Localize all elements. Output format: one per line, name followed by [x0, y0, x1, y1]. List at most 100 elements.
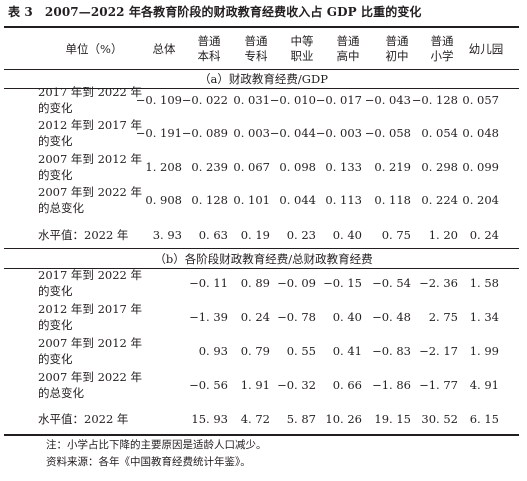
header-col-line: 本科	[197, 49, 221, 63]
table-cell: 1. 34	[469, 310, 499, 324]
header-col-2: 普通 专科	[232, 34, 280, 64]
row-label: 2007 年到 2022 年	[38, 185, 142, 199]
table-cell: 0. 113	[325, 193, 362, 207]
table-cell: 0. 41	[332, 344, 362, 358]
table-cell: −0. 83	[372, 344, 411, 358]
row-label: 2007 年到 2012 年	[38, 152, 142, 166]
table-cell: 0. 118	[374, 193, 411, 207]
table-cell: 0. 93	[198, 344, 228, 358]
table-cell: 0. 031	[233, 93, 270, 107]
table-cell: −1. 77	[419, 378, 458, 392]
table-cell: −0. 191	[135, 126, 182, 140]
table-cell: 1. 91	[240, 378, 270, 392]
header-col-line: 普通	[197, 34, 221, 48]
header-col-line: 普通	[430, 34, 454, 48]
table-cell: −0. 78	[277, 310, 316, 324]
row-label: 的变化	[38, 134, 73, 148]
row-label: 2007 年到 2012 年	[38, 336, 142, 350]
header-col-line: 普通	[244, 34, 268, 48]
table-cell: 0. 24	[240, 310, 270, 324]
table-cell: 0. 75	[381, 228, 411, 242]
row-label: 的变化	[38, 352, 73, 366]
header-col-line: 总体	[152, 42, 176, 56]
table-cell: −0. 09	[277, 276, 316, 290]
table-cell: 0. 003	[233, 126, 270, 140]
header-col-line: 高中	[336, 49, 360, 63]
table-cell: 0. 224	[421, 193, 458, 207]
section-separator	[4, 248, 519, 249]
table-cell: 0. 89	[240, 276, 270, 290]
section-heading: （b）各阶段财政教育经费/总财政教育经费	[154, 252, 373, 266]
header-col-line: 小学	[430, 49, 454, 63]
table-cell: 0. 099	[462, 160, 499, 174]
table-cell: 1. 99	[469, 344, 499, 358]
row-label: 的总变化	[38, 386, 84, 400]
table-cell: 15. 93	[191, 412, 228, 426]
table-title: 表 3 2007—2022 年各教育阶段的财政教育经费收入占 GDP 比重的变化	[8, 5, 422, 19]
table-cell: 0. 23	[286, 228, 316, 242]
table-cell: 4. 91	[469, 378, 499, 392]
table-cell: −0. 48	[372, 310, 411, 324]
table-cell: 19. 15	[374, 412, 411, 426]
table-cell: 6. 15	[469, 412, 499, 426]
section-heading: （a）财政教育经费/GDP	[199, 72, 328, 86]
section-rule	[4, 88, 519, 89]
table-cell: −0. 32	[277, 378, 316, 392]
table-cell: −1. 86	[372, 378, 411, 392]
row-label: 的变化	[38, 168, 73, 182]
header-col-1: 普通 本科	[185, 34, 233, 64]
table-note: 注：小学占比下降的主要原因是适龄人口减少。	[46, 439, 267, 451]
header-col-line: 普通	[385, 34, 409, 48]
row-label: 2012 年到 2017 年	[38, 118, 142, 132]
table-cell: 0. 204	[462, 193, 499, 207]
table-cell: 0. 79	[240, 344, 270, 358]
table-cell: −0. 017	[315, 93, 362, 107]
table-cell: −0. 56	[189, 378, 228, 392]
table-cell: 0. 908	[145, 193, 182, 207]
header-col-line: 幼儿园	[468, 42, 504, 56]
table-cell: −0. 010	[269, 93, 316, 107]
header-col-7: 幼儿园	[462, 42, 510, 57]
table-cell: 4. 72	[240, 412, 270, 426]
table-cell: 3. 93	[152, 228, 182, 242]
header-col-4: 普通 高中	[324, 34, 372, 64]
section-rule	[4, 268, 519, 269]
table-cell: 1. 208	[145, 160, 182, 174]
row-label: 2007 年到 2022 年	[38, 370, 142, 384]
header-col-line: 职业	[290, 49, 314, 63]
table-cell: 0. 55	[286, 344, 316, 358]
table-cell: 0. 048	[462, 126, 499, 140]
table-cell: 0. 19	[240, 228, 270, 242]
table-cell: 0. 239	[191, 160, 228, 174]
table-cell: −0. 003	[315, 126, 362, 140]
table-cell: 10. 26	[325, 412, 362, 426]
header-col-line: 初中	[385, 49, 409, 63]
table-cell: 0. 044	[279, 193, 316, 207]
header-col-6: 普通 小学	[418, 34, 466, 64]
row-label: 的总变化	[38, 201, 84, 215]
table-cell: −0. 109	[135, 93, 182, 107]
table-cell: 0. 40	[332, 310, 362, 324]
header-col-line: 中等	[290, 34, 314, 48]
table-cell: 0. 128	[191, 193, 228, 207]
table-cell: 0. 101	[233, 193, 270, 207]
table-cell: 0. 054	[421, 126, 458, 140]
table-cell: 0. 219	[374, 160, 411, 174]
table-cell: −0. 128	[411, 93, 458, 107]
table-cell: −2. 36	[419, 276, 458, 290]
top-rule	[4, 26, 519, 28]
table-cell: 0. 133	[325, 160, 362, 174]
table-cell: −0. 54	[372, 276, 411, 290]
row-label: 2017 年到 2022 年	[38, 85, 142, 99]
table-cell: 2. 75	[428, 310, 458, 324]
row-label: 的变化	[38, 318, 73, 332]
table-cell: 0. 057	[462, 93, 499, 107]
header-col-5: 普通 初中	[373, 34, 421, 64]
table-cell: 0. 63	[198, 228, 228, 242]
table-cell: 1. 58	[469, 276, 499, 290]
table-cell: −0. 11	[189, 276, 228, 290]
table-cell: −2. 17	[419, 344, 458, 358]
table-cell: −0. 058	[364, 126, 411, 140]
table-cell: −1. 39	[189, 310, 228, 324]
header-unit: 单位（%）	[65, 42, 123, 56]
